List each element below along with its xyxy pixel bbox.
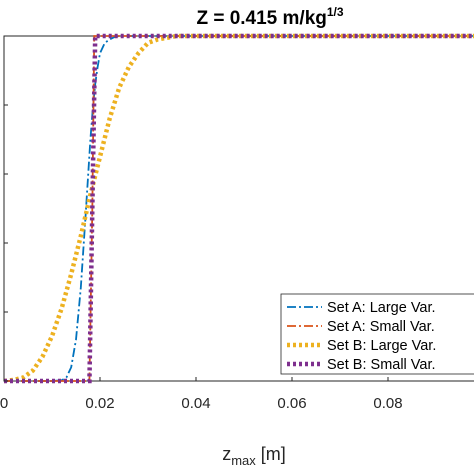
- x-axis-label-sub: max: [231, 453, 256, 468]
- chart-title-superscript: 1/3: [327, 5, 344, 19]
- chart-title: Z = 0.415 m/kg1/3: [196, 5, 343, 29]
- legend-entries: Set A: Large Var. Set A: Small Var. Set B:…: [287, 300, 436, 373]
- legend-label-4: Set B: Small Var.: [327, 357, 436, 373]
- series-group: [3, 33, 474, 384]
- x-tick-label: 0: [0, 395, 8, 412]
- x-tick-label: 0.08: [373, 395, 402, 412]
- x-tick-label: 0.02: [85, 395, 114, 412]
- x-axis-label-main: z: [222, 444, 231, 464]
- legend-box: [280, 293, 474, 375]
- ticks-group: [3, 35, 389, 382]
- legend: Set A: Large Var. Set A: Small Var. Set B:…: [280, 293, 474, 375]
- legend-label-1: Set A: Large Var.: [327, 300, 436, 316]
- series-line-4: [4, 33, 474, 384]
- legend-label-2: Set A: Small Var.: [327, 319, 435, 335]
- x-axis-label-unit: [m]: [256, 444, 286, 464]
- chart-title-main: Z = 0.415 m/kg: [196, 8, 326, 29]
- x-tick-labels: 0 0.02 0.04 0.06 0.08: [0, 395, 403, 412]
- series-line-3: [3, 33, 474, 384]
- x-tick-label: 0.04: [181, 395, 210, 412]
- x-axis-label: zmax [m]: [222, 444, 286, 468]
- x-tick-label: 0.06: [277, 395, 306, 412]
- legend-label-3: Set B: Large Var.: [327, 338, 436, 354]
